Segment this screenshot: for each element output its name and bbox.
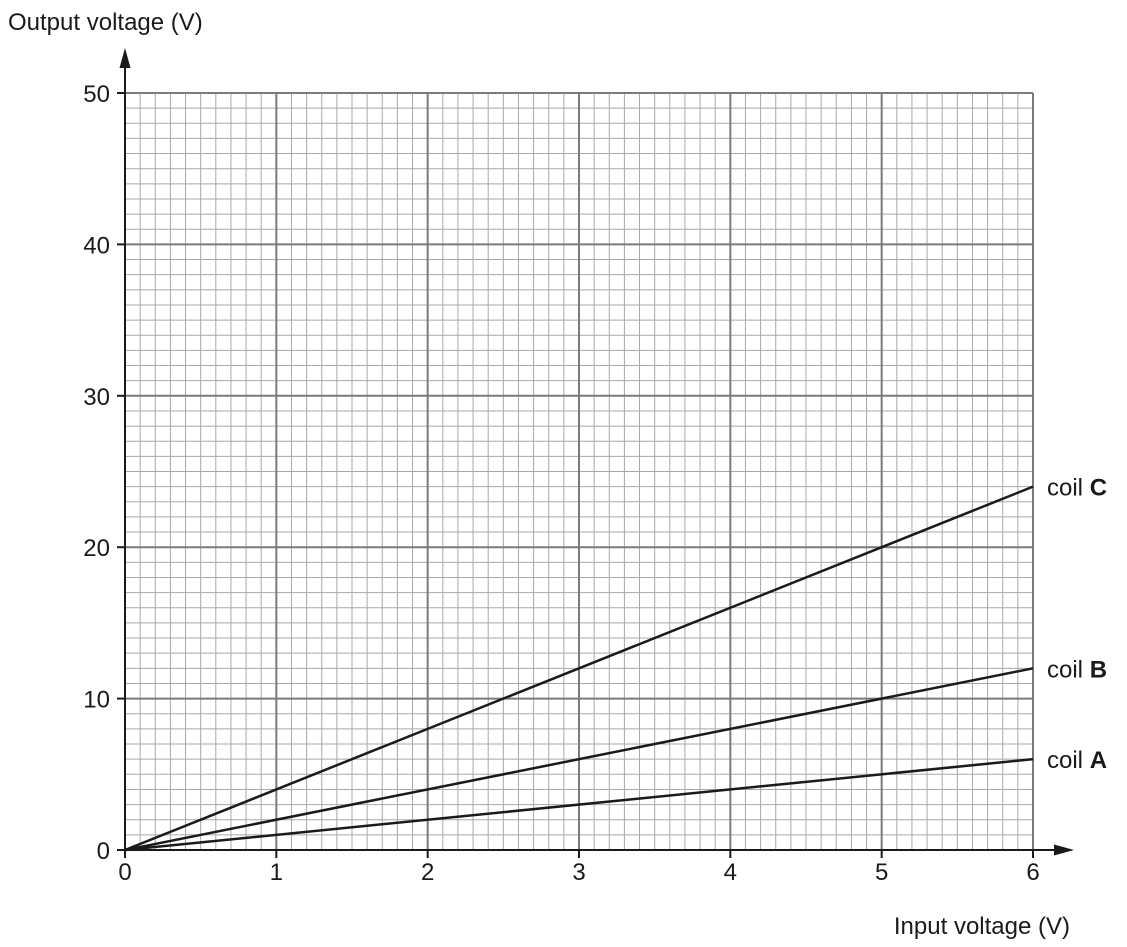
y-tick-label: 10	[83, 687, 110, 714]
y-tick-label: 0	[97, 838, 110, 865]
series-line-coil-b	[124, 667, 1034, 852]
y-axis-title: Output voltage (V)	[8, 9, 203, 36]
series-line-coil-a	[124, 757, 1034, 852]
x-tick-label: 0	[118, 859, 131, 886]
x-tick-label: 2	[421, 859, 434, 886]
x-ticks: 0 1 2 3 4 5 6	[118, 850, 1040, 886]
series-label-coil-c: coil C	[1047, 475, 1107, 502]
y-tick-label: 20	[83, 535, 110, 562]
series-label-coil-a: coil A	[1047, 747, 1107, 774]
series-label-coil-b: coil B	[1047, 656, 1107, 683]
axes	[119, 48, 1074, 856]
y-tick-label: 50	[83, 81, 110, 108]
series-line-coil-c	[124, 485, 1034, 852]
y-tick-label: 30	[83, 384, 110, 411]
series-label-letter: C	[1090, 475, 1107, 502]
series-label-prefix: coil	[1047, 747, 1090, 774]
y-tick-label: 40	[83, 232, 110, 259]
x-axis-arrow	[1054, 844, 1074, 856]
x-tick-label: 5	[875, 859, 888, 886]
series-lines	[124, 485, 1034, 852]
y-axis-arrow	[119, 48, 131, 68]
x-tick-label: 3	[572, 859, 585, 886]
y-ticks: 0 10 20 30 40 50	[83, 81, 125, 865]
x-tick-label: 1	[270, 859, 283, 886]
series-label-letter: B	[1090, 656, 1107, 683]
x-tick-label: 6	[1026, 859, 1039, 886]
series-label-prefix: coil	[1047, 475, 1090, 502]
x-axis-title: Input voltage (V)	[894, 913, 1070, 940]
series-label-letter: A	[1090, 747, 1107, 774]
x-tick-label: 4	[724, 859, 737, 886]
series-label-prefix: coil	[1047, 656, 1090, 683]
